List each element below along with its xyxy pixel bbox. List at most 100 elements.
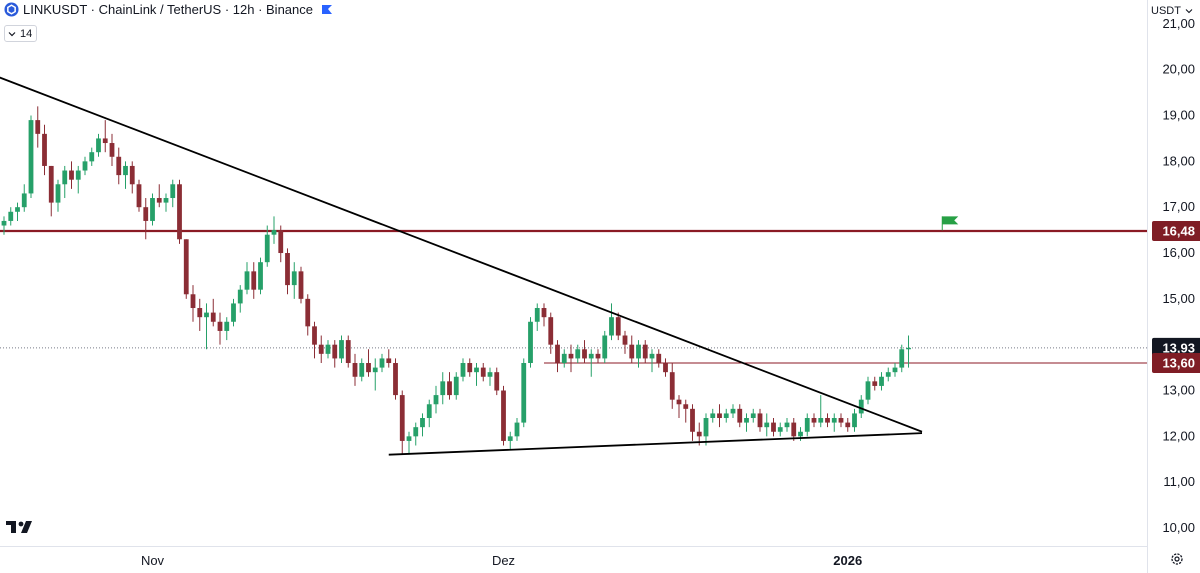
chevron-down-icon bbox=[8, 31, 16, 36]
candle-body-135 bbox=[906, 347, 911, 350]
candle-body-24 bbox=[156, 198, 162, 203]
price-tick-label: 13,00 bbox=[1162, 383, 1195, 398]
symbol-title: LINKUSDT · ChainLink / TetherUS · 12h · … bbox=[23, 2, 313, 17]
candle-body-124 bbox=[831, 418, 837, 423]
candle-body-26 bbox=[170, 184, 176, 199]
candle-body-21 bbox=[136, 184, 142, 208]
candle-body-119 bbox=[798, 431, 803, 437]
candle-body-95 bbox=[636, 344, 641, 359]
candle-body-69 bbox=[460, 363, 466, 377]
candle-body-83 bbox=[555, 344, 560, 364]
candle-body-108 bbox=[723, 413, 729, 419]
candle-body-100 bbox=[669, 372, 675, 400]
candle-body-10 bbox=[62, 170, 68, 185]
chevron-down-icon bbox=[1185, 9, 1193, 14]
price-tick-label: 17,00 bbox=[1162, 199, 1195, 214]
candle-body-58 bbox=[386, 358, 392, 364]
candle-body-98 bbox=[656, 353, 662, 364]
candle-body-66 bbox=[440, 381, 446, 396]
candle-body-67 bbox=[447, 381, 452, 396]
candle-body-48 bbox=[318, 344, 324, 354]
candle-body-22 bbox=[143, 207, 149, 221]
candle-body-125 bbox=[838, 418, 844, 423]
candle-body-90 bbox=[602, 335, 608, 359]
candle-body-128 bbox=[858, 399, 864, 414]
candle-body-85 bbox=[568, 353, 574, 359]
candle-body-92 bbox=[615, 317, 621, 336]
candle-body-103 bbox=[690, 408, 695, 432]
candle-body-104 bbox=[696, 431, 702, 437]
candle-body-122 bbox=[818, 418, 824, 423]
candle-body-60 bbox=[399, 395, 405, 441]
candle-body-45 bbox=[298, 271, 304, 299]
candle-body-75 bbox=[501, 390, 506, 441]
candle-body-127 bbox=[852, 413, 857, 428]
candle-body-52 bbox=[345, 340, 351, 364]
candle-body-15 bbox=[96, 138, 101, 153]
candle-body-38 bbox=[251, 271, 257, 290]
indicator-toggle[interactable]: 14 bbox=[4, 25, 38, 42]
candle-body-18 bbox=[116, 156, 122, 176]
candle-body-40 bbox=[264, 234, 270, 263]
candle-body-23 bbox=[150, 198, 155, 221]
marker-flag bbox=[942, 216, 959, 225]
candle-body-37 bbox=[244, 271, 250, 290]
candle-body-54 bbox=[359, 363, 365, 377]
candle-body-56 bbox=[372, 367, 378, 373]
candle-body-121 bbox=[811, 418, 817, 423]
candle-body-57 bbox=[379, 358, 385, 368]
candle-body-74 bbox=[494, 372, 500, 391]
price-tick-label: 18,00 bbox=[1162, 153, 1195, 168]
currency-label: USDT bbox=[1151, 5, 1181, 17]
candle-body-68 bbox=[453, 376, 459, 396]
price-label-badge-2 bbox=[1152, 337, 1200, 358]
candle-body-46 bbox=[305, 298, 311, 327]
candle-body-71 bbox=[474, 367, 479, 373]
price-label-badge-3 bbox=[1152, 353, 1200, 374]
candle-body-81 bbox=[541, 308, 547, 318]
candle-body-76 bbox=[507, 436, 513, 441]
currency-selector[interactable]: USDT bbox=[1148, 2, 1196, 20]
candle-body-78 bbox=[521, 363, 527, 423]
candle-body-89 bbox=[595, 353, 601, 359]
candle-body-73 bbox=[487, 372, 493, 377]
candle-body-4 bbox=[21, 193, 27, 208]
candle-body-14 bbox=[89, 152, 95, 162]
candle-body-6 bbox=[35, 120, 41, 134]
candle-body-131 bbox=[879, 376, 884, 386]
candle-body-133 bbox=[892, 367, 898, 373]
candle-body-44 bbox=[291, 271, 297, 286]
candle-body-20 bbox=[129, 165, 135, 185]
candle-body-111 bbox=[744, 418, 749, 423]
candle-body-86 bbox=[575, 349, 581, 359]
candle-body-9 bbox=[55, 184, 61, 203]
candle-body-29 bbox=[190, 294, 196, 309]
candle-body-41 bbox=[271, 230, 277, 235]
flag-icon[interactable] bbox=[321, 4, 333, 16]
chart-settings-button[interactable] bbox=[1167, 549, 1187, 569]
candle-body-84 bbox=[561, 353, 567, 364]
chainlink-logo-icon bbox=[4, 2, 19, 17]
candle-body-105 bbox=[703, 418, 709, 437]
candle-body-2 bbox=[8, 211, 14, 221]
candle-body-102 bbox=[683, 404, 689, 409]
candle-body-59 bbox=[393, 363, 398, 396]
candle-body-113 bbox=[757, 413, 763, 428]
candle-body-49 bbox=[325, 344, 331, 354]
candle-body-12 bbox=[75, 170, 81, 180]
candle-body-120 bbox=[804, 418, 810, 432]
price-tick-label: 12,00 bbox=[1162, 428, 1195, 443]
candle-body-82 bbox=[548, 317, 554, 345]
price-tick-label: 19,00 bbox=[1162, 108, 1195, 123]
candle-body-42 bbox=[278, 230, 284, 254]
price-tick-label: 20,00 bbox=[1162, 62, 1195, 77]
candle-body-32 bbox=[210, 312, 216, 322]
candle-body-35 bbox=[231, 303, 236, 322]
candle-body-3 bbox=[15, 207, 20, 212]
symbol-header[interactable]: LINKUSDT · ChainLink / TetherUS · 12h · … bbox=[4, 2, 333, 17]
candle-body-114 bbox=[764, 422, 770, 428]
price-label-text-1: 16,48 bbox=[1162, 224, 1195, 239]
time-tick-label: 2026 bbox=[833, 553, 862, 568]
